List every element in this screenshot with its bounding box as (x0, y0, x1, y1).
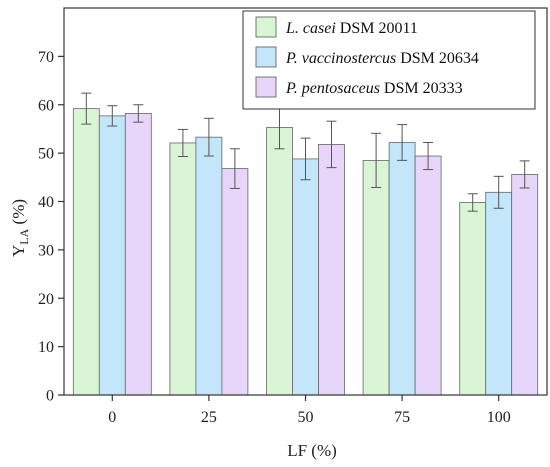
error-bar-s1-c4 (467, 193, 478, 212)
x-tick-label-2: 50 (298, 409, 314, 426)
bars-layer (72, 108, 539, 396)
y-axis-title-main: Y (9, 245, 28, 257)
y-tick-label-1: 10 (38, 339, 54, 356)
error-bar-s1-c1 (177, 128, 188, 158)
legend-swatch-1 (255, 16, 277, 38)
bar-s3-c4 (511, 174, 539, 396)
y-axis-title: YLA (%) (9, 199, 31, 257)
x-tick-label-3: 75 (394, 409, 410, 426)
error-bar-s2-c4 (493, 175, 504, 209)
bar-s1-c4 (459, 202, 487, 396)
bar-s2-c2 (292, 158, 319, 396)
x-tick-label-0: 0 (108, 409, 116, 426)
x-tick-label-4: 100 (487, 409, 511, 426)
legend-entry-3: P. pentosaceus DSM 20333 (255, 76, 463, 98)
error-bar-s3-c3 (423, 141, 434, 171)
y-axis: 0 10 20 30 40 50 60 70 (38, 49, 64, 405)
y-tick-label-7: 70 (38, 49, 54, 66)
legend-label-1: L. casei DSM 20011 (285, 20, 418, 37)
bar-s1-c1 (169, 142, 197, 396)
bar-s1-c2 (266, 127, 293, 396)
error-bar-s3-c1 (229, 148, 240, 189)
error-bar-s3-c0 (133, 104, 144, 123)
y-tick-label-6: 60 (38, 97, 54, 114)
legend-entry-1: L. casei DSM 20011 (255, 16, 418, 38)
bar-s3-c3 (414, 155, 442, 396)
bar-s3-c2 (318, 144, 345, 396)
legend-box (242, 10, 536, 110)
error-bar-s3-c4 (519, 160, 530, 189)
y-axis-title-unit: (%) (9, 199, 28, 229)
error-bar-s1-c0 (81, 92, 92, 125)
y-tick-label-5: 50 (38, 146, 54, 163)
legend: L. casei DSM 20011 P. vaccinostercus DSM… (242, 10, 536, 110)
bar-s2-c1 (195, 136, 223, 396)
legend-entry-2: P. vaccinostercus DSM 20634 (255, 46, 479, 68)
y-axis-title-subscript: LA (17, 228, 31, 244)
bar-s3-c1 (221, 168, 249, 396)
legend-swatch-2 (255, 46, 277, 68)
error-bar-s1-c3 (371, 132, 382, 188)
error-bar-s2-c1 (203, 117, 214, 157)
error-bar-s3-c2 (326, 120, 337, 169)
bar-s3-c0 (124, 113, 152, 396)
bar-s1-c3 (362, 159, 390, 396)
bar-s2-c4 (485, 191, 513, 396)
error-bar-s2-c0 (107, 105, 118, 127)
error-bars-layer (81, 92, 530, 212)
y-tick-label-0: 0 (46, 388, 54, 405)
legend-swatch-3 (255, 76, 277, 98)
x-tick-label-1: 25 (201, 409, 217, 426)
x-axis-title: LF (%) (287, 441, 337, 460)
bar-s2-c0 (98, 115, 126, 396)
bar-s1-c0 (72, 108, 100, 396)
x-axis: 0 25 50 75 100 (108, 395, 511, 426)
y-tick-label-3: 30 (38, 242, 54, 259)
legend-label-3: P. pentosaceus DSM 20333 (285, 80, 463, 97)
bar-s2-c3 (388, 142, 416, 396)
error-bar-s2-c3 (397, 124, 408, 161)
y-tick-label-4: 40 (38, 194, 54, 211)
error-bar-s2-c2 (300, 137, 311, 181)
legend-label-2: P. vaccinostercus DSM 20634 (285, 50, 479, 67)
y-tick-label-2: 20 (38, 291, 54, 308)
